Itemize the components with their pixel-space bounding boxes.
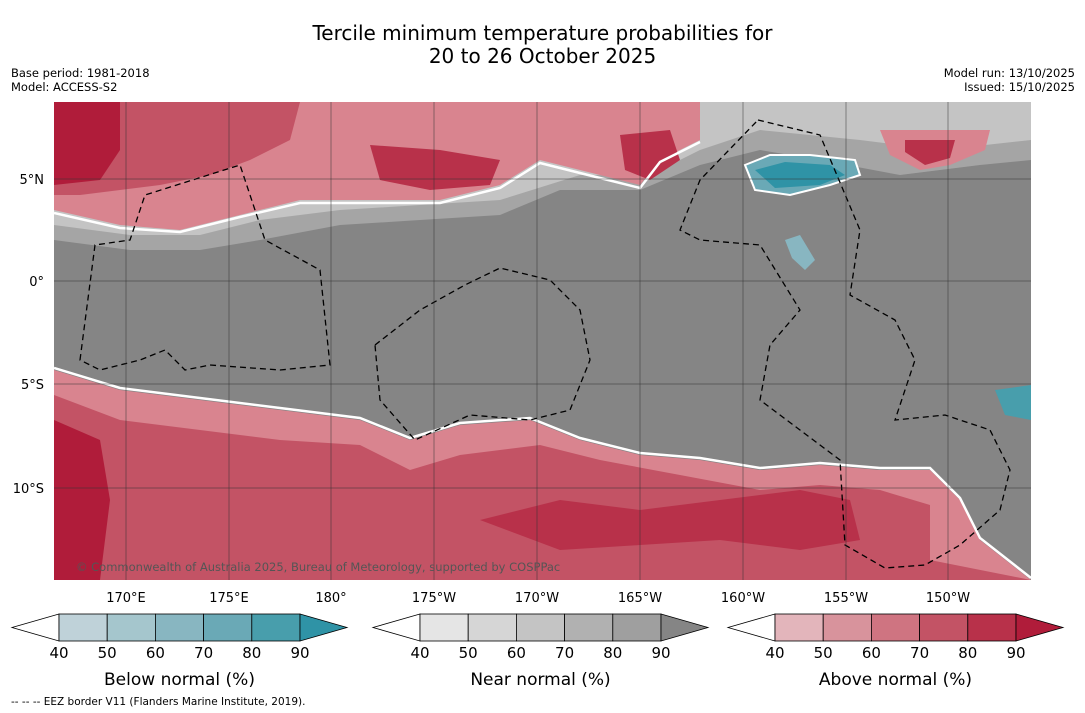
- meta-right: Model run: 13/10/2025 Issued: 15/10/2025: [944, 66, 1075, 94]
- graticule: [54, 102, 1031, 580]
- colorbar-1-tick-80: 80: [242, 644, 261, 662]
- colorbar-3-tick-90: 90: [1006, 644, 1025, 662]
- above-normal-ne-core: [905, 140, 955, 165]
- colorbar-3: 40 50 60 70 80 90 Above normal (%): [726, 613, 1065, 690]
- colorbar-3-title: Above normal (%): [819, 670, 972, 690]
- eez-border-west: [79, 164, 331, 371]
- above-normal-north-core: [54, 102, 120, 185]
- colorbar-1-tick-40: 40: [49, 644, 68, 662]
- colorbar-2-tick-50: 50: [459, 644, 478, 662]
- below-normal-patch-east: [995, 385, 1031, 420]
- issued-text: Issued: 15/10/2025: [964, 80, 1075, 94]
- colorbar-2: 40 50 60 70 80 90 Near normal (%): [371, 613, 710, 690]
- colorbar-2-segment-4: [564, 613, 614, 642]
- colorbar-2-title: Near normal (%): [470, 670, 610, 690]
- lat-label-0: 0°: [29, 275, 44, 290]
- colorbars: 40 50 60 70 80 90 Below normal (%) 40 50 60 70 80 90…: [10, 613, 1065, 690]
- map-title-line2: 20 to 26 October 2025: [428, 44, 657, 68]
- above-normal-north-patch-2: [620, 130, 680, 180]
- map-field: [54, 102, 1031, 580]
- colorbar-3-tick-60: 60: [862, 644, 881, 662]
- eez-border-center: [374, 267, 591, 441]
- lon-label-180: 180°: [315, 591, 346, 606]
- colorbar-1-segment-2: [106, 613, 156, 642]
- colorbar-3-left-extend: [726, 613, 776, 642]
- eez-border-east: [679, 119, 1011, 569]
- below-normal-patch-north-core: [755, 162, 845, 188]
- colorbar-1-segment-5: [251, 613, 301, 642]
- colorbar-1-title: Below normal (%): [104, 670, 255, 690]
- lon-label-160w: 160°W: [721, 591, 765, 606]
- colorbar-2-segment-3: [516, 613, 566, 642]
- colorbar-3-segment-2: [822, 613, 872, 642]
- colorbar-3-tick-80: 80: [958, 644, 977, 662]
- colorbar-3-segment-4: [919, 613, 969, 642]
- colorbar-2-tick-80: 80: [603, 644, 622, 662]
- colorbar-2-segment-1: [419, 613, 469, 642]
- below-normal-patch-small: [785, 235, 815, 270]
- lat-label-10s: 10°S: [13, 482, 44, 497]
- lat-label-5n: 5°N: [20, 173, 45, 188]
- lon-label-170e: 170°E: [106, 591, 146, 606]
- colorbar-1-right-extend: [299, 613, 349, 642]
- above-normal-south-core-east: [480, 490, 860, 550]
- colorbar-1-segment-1: [58, 613, 108, 642]
- colorbar-3-tick-40: 40: [765, 644, 784, 662]
- lon-label-150w: 150°W: [926, 591, 970, 606]
- colorbar-2-tick-90: 90: [651, 644, 670, 662]
- copyright-text: © Commonwealth of Australia 2025, Bureau…: [76, 560, 560, 574]
- colorbar-3-segment-3: [871, 613, 921, 642]
- lon-label-175w: 175°W: [412, 591, 456, 606]
- colorbar-1-tick-70: 70: [194, 644, 213, 662]
- base-period-text: Base period: 1981-2018: [11, 66, 150, 80]
- lon-label-170w: 170°W: [515, 591, 559, 606]
- colorbar-1-tick-50: 50: [98, 644, 117, 662]
- colorbar-1-tick-90: 90: [290, 644, 309, 662]
- colorbar-1: 40 50 60 70 80 90 Below normal (%): [10, 613, 349, 690]
- lon-label-175e: 175°E: [209, 591, 249, 606]
- contour-below-north: [743, 154, 862, 197]
- footer-eez-note: -- -- -- EEZ border V11 (Flanders Marine…: [11, 696, 306, 708]
- colorbar-2-segment-2: [467, 613, 517, 642]
- colorbar-3-tick-70: 70: [910, 644, 929, 662]
- colorbar-2-tick-60: 60: [507, 644, 526, 662]
- colorbar-3-segment-1: [774, 613, 824, 642]
- colorbar-1-segment-3: [154, 613, 204, 642]
- map-title-line1: Tercile minimum temperature probabilitie…: [312, 21, 773, 45]
- lat-label-5s: 5°S: [21, 378, 44, 393]
- lon-label-155w: 155°W: [824, 591, 868, 606]
- map-title: Tercile minimum temperature probabilitie…: [0, 22, 1085, 68]
- colorbar-2-tick-70: 70: [555, 644, 574, 662]
- colorbar-3-tick-50: 50: [814, 644, 833, 662]
- colorbar-1-segment-4: [203, 613, 253, 642]
- colorbar-1-left-extend: [10, 613, 60, 642]
- model-run-text: Model run: 13/10/2025: [943, 66, 1075, 80]
- colorbar-2-right-extend: [660, 613, 710, 642]
- model-text: Model: ACCESS-S2: [11, 80, 118, 94]
- colorbar-3-segment-5: [967, 613, 1017, 642]
- colorbar-2-segment-5: [612, 613, 662, 642]
- contour-south: [54, 366, 1031, 579]
- lon-label-165w: 165°W: [618, 591, 662, 606]
- colorbar-3-right-extend: [1015, 613, 1065, 642]
- colorbar-1-tick-60: 60: [146, 644, 165, 662]
- meta-left: Base period: 1981-2018 Model: ACCESS-S2: [11, 66, 150, 94]
- above-normal-south-core-west: [54, 420, 110, 580]
- colorbar-2-left-extend: [371, 613, 421, 642]
- colorbar-2-tick-40: 40: [410, 644, 429, 662]
